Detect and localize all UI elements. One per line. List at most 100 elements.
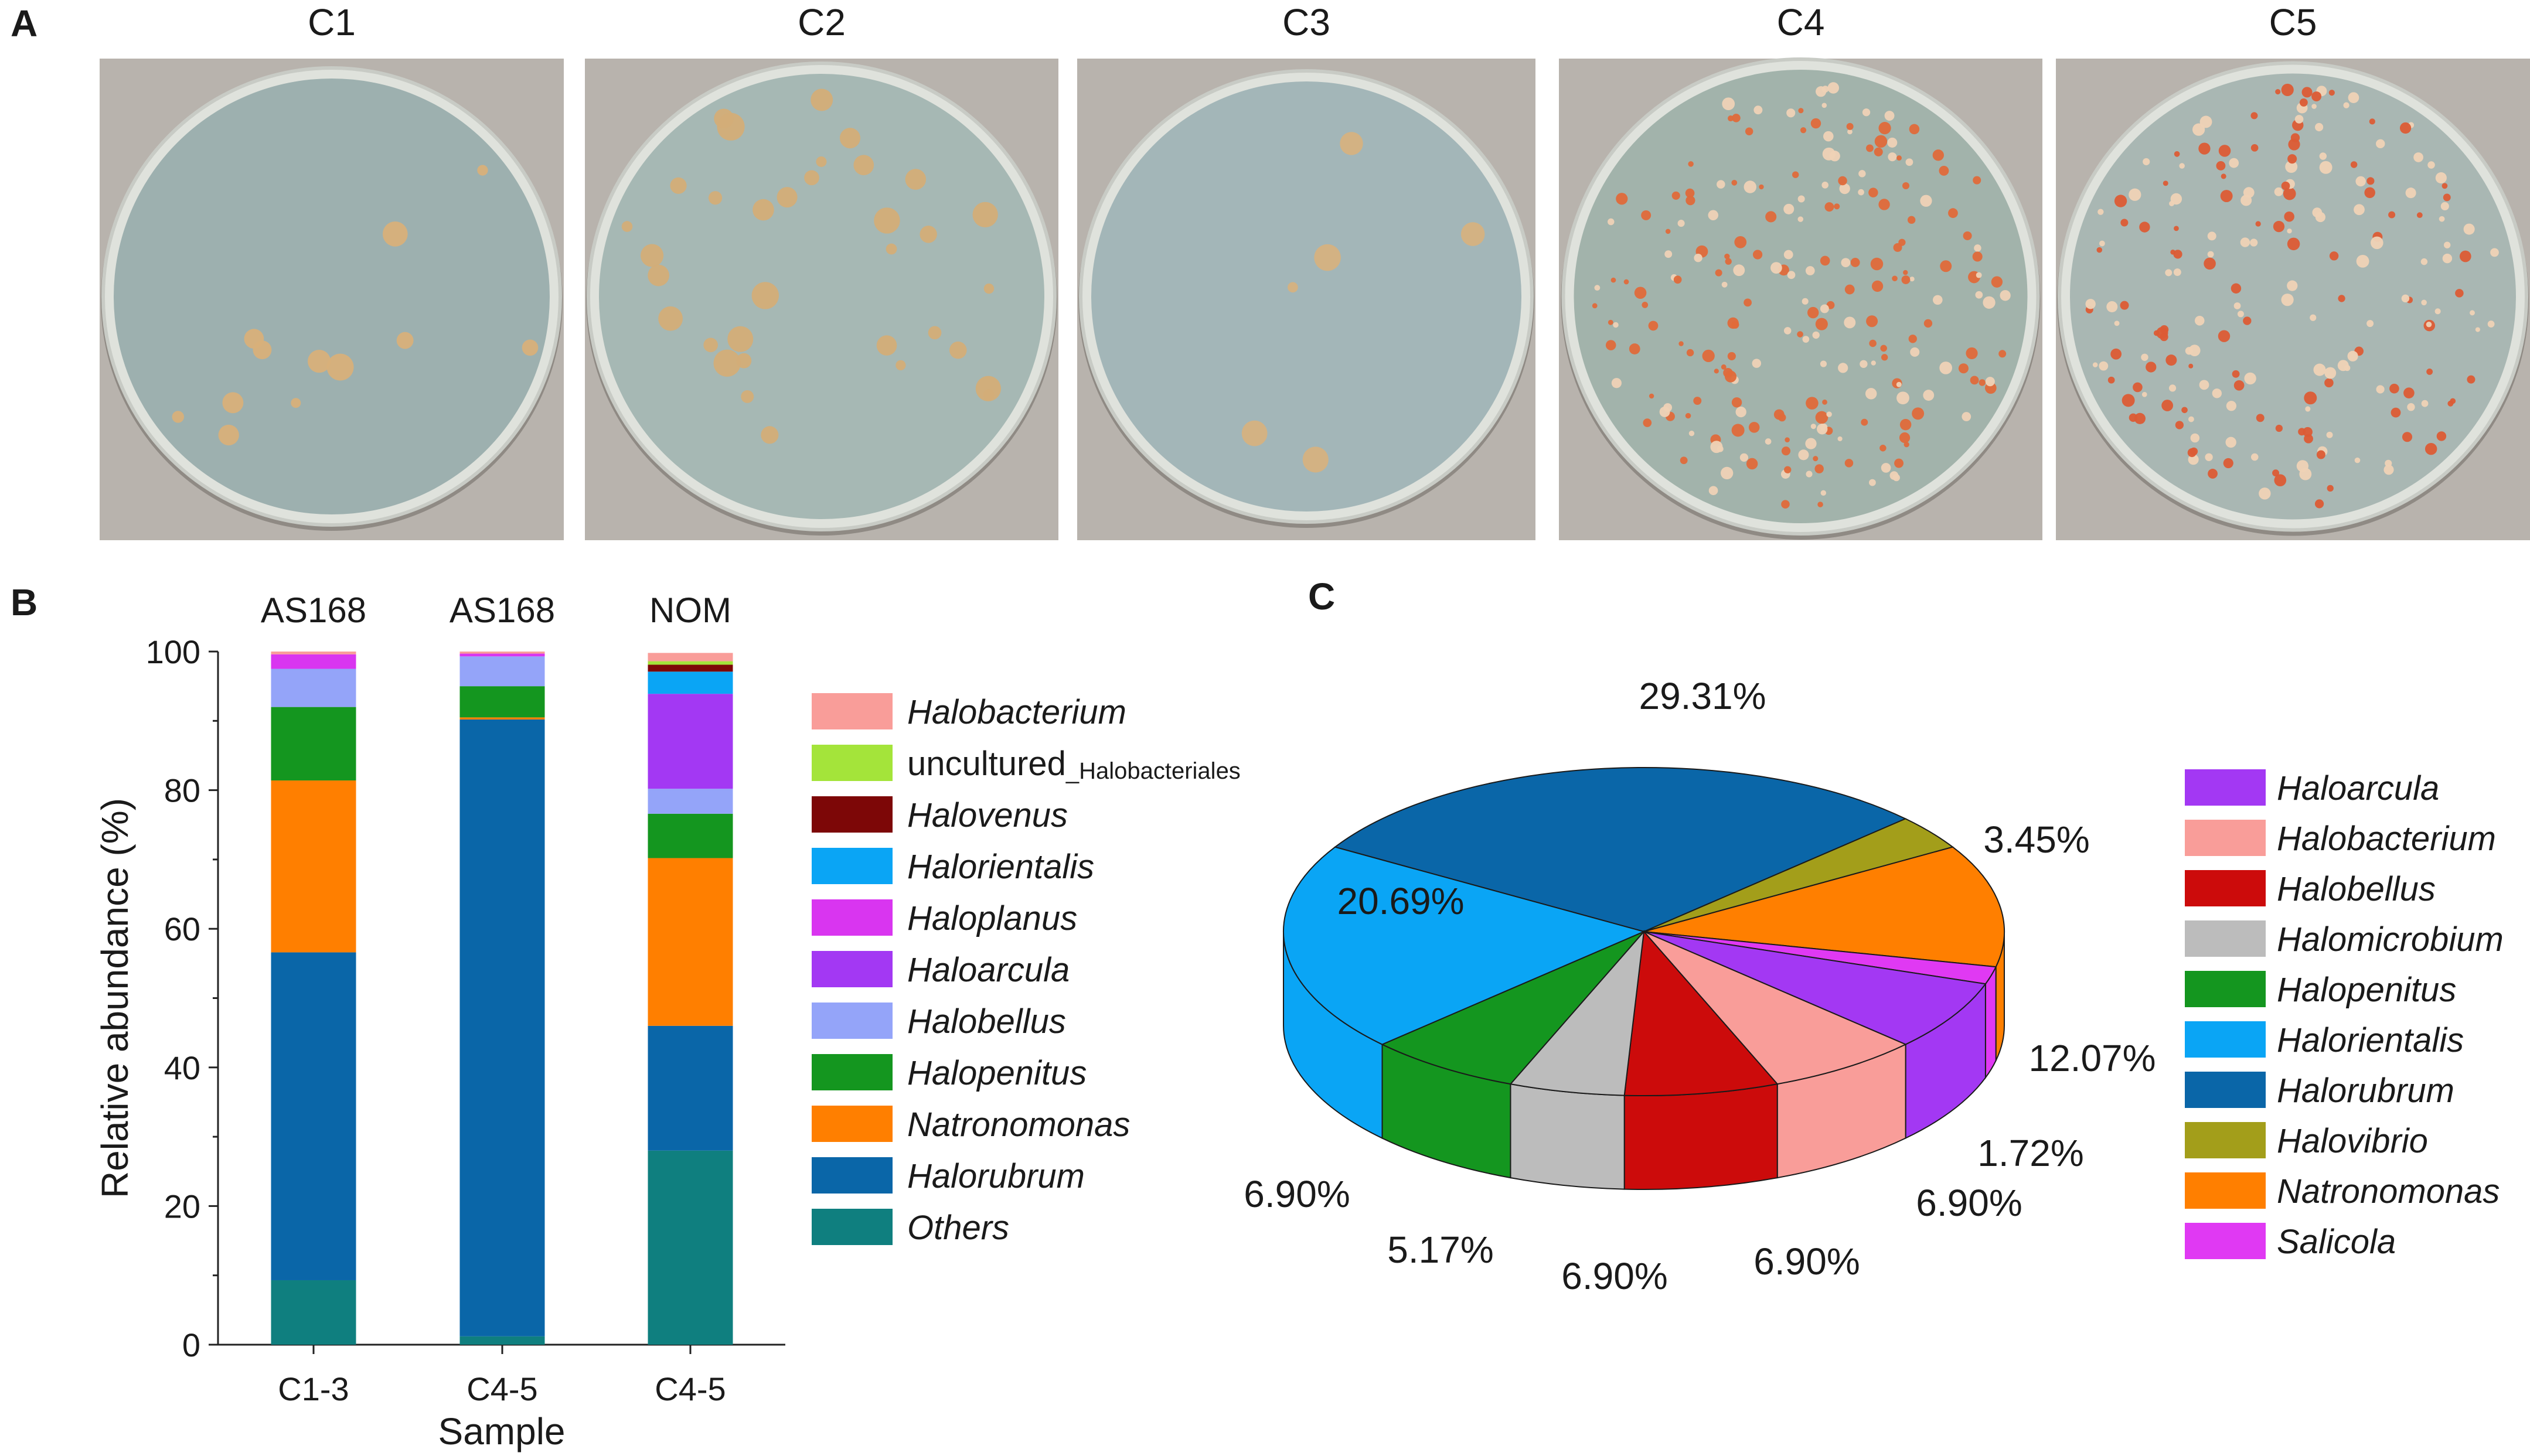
colony xyxy=(2420,258,2428,265)
colony xyxy=(1829,151,1840,162)
colony xyxy=(1460,222,1485,246)
dish-agar xyxy=(599,74,1044,519)
colony xyxy=(2141,391,2147,397)
colony xyxy=(1724,253,1730,260)
colony xyxy=(2229,158,2239,168)
x-tick-label: C1-3 xyxy=(278,1370,349,1407)
bar-segment-halopenitus xyxy=(648,813,733,858)
colony xyxy=(1812,331,1820,339)
colony xyxy=(1834,203,1840,210)
colony xyxy=(2436,431,2447,441)
colony xyxy=(2233,302,2241,309)
colony xyxy=(2369,118,2375,125)
colony xyxy=(1862,108,1871,117)
colony xyxy=(1912,407,1925,420)
dish-agar xyxy=(2070,73,2516,520)
colony xyxy=(1783,327,1792,335)
colony xyxy=(2139,221,2150,233)
colony xyxy=(2220,190,2233,202)
colony xyxy=(1721,466,1734,480)
plate-c3: C3 xyxy=(1077,1,1535,540)
pie-value-label: 6.90% xyxy=(1753,1240,1860,1283)
colony xyxy=(2315,122,2324,132)
colony xyxy=(1686,349,1694,357)
colony xyxy=(2221,173,2226,179)
colony xyxy=(1613,322,1619,328)
x-axis-title: Sample xyxy=(438,1410,566,1452)
colony xyxy=(2287,154,2297,164)
colony xyxy=(2212,388,2222,398)
colony xyxy=(1800,127,1807,134)
colony xyxy=(1874,135,1888,148)
colony xyxy=(2199,380,2209,390)
colony xyxy=(2426,321,2432,328)
group-label: AS168 xyxy=(261,591,366,630)
colony xyxy=(714,108,734,129)
colony xyxy=(1810,118,1821,129)
colony xyxy=(2099,361,2109,371)
legend-label: Salicola xyxy=(2277,1223,2396,1261)
panel-c-pie-chart: C 29.31% 3.45% 12.07% 1.72% 6.90% 6.90% 6.90% 5.… xyxy=(1244,575,2504,1297)
colony xyxy=(2122,394,2135,407)
colony xyxy=(2198,142,2211,155)
colony xyxy=(1979,379,1986,386)
colony xyxy=(2319,161,2332,174)
colony xyxy=(1694,254,1702,262)
colony xyxy=(1817,424,1828,435)
colony xyxy=(1314,244,1341,271)
colony xyxy=(2313,363,2326,376)
colony xyxy=(2204,257,2216,270)
legend-item-halorubrum: Halorubrum xyxy=(812,1157,1085,1195)
colony xyxy=(1991,276,2003,288)
colony xyxy=(920,226,937,243)
colony xyxy=(751,282,779,309)
colony xyxy=(2354,457,2361,463)
colony xyxy=(1866,144,1874,152)
colony xyxy=(928,326,942,340)
colony xyxy=(1861,418,1868,426)
pie-value-label: 3.45% xyxy=(1983,819,2089,861)
legend-swatch xyxy=(812,951,893,987)
colony xyxy=(1871,280,1884,292)
colony xyxy=(2324,367,2337,379)
colony xyxy=(2354,204,2365,216)
colony xyxy=(1901,275,1911,284)
legend-label-main: uncultured xyxy=(907,745,1066,783)
plate-c1: C1 xyxy=(100,1,564,540)
legend-item-halopenitus: Halopenitus xyxy=(812,1054,1087,1092)
y-tick-label: 20 xyxy=(164,1188,200,1225)
colony xyxy=(1643,418,1652,427)
colony xyxy=(648,264,669,287)
colony xyxy=(2294,115,2304,124)
y-tick-label: 100 xyxy=(146,633,200,670)
colony xyxy=(1735,406,1746,418)
colony xyxy=(2442,183,2448,189)
colony xyxy=(1744,180,1757,193)
colony xyxy=(1827,82,1840,94)
pie-value-label: 1.72% xyxy=(1977,1132,2083,1174)
colony xyxy=(1822,399,1827,405)
colony xyxy=(2376,139,2385,149)
colony xyxy=(1642,302,1649,308)
legend-label: Halopenitus xyxy=(907,1054,1087,1092)
legend-swatch xyxy=(812,899,893,936)
colony xyxy=(2316,450,2325,459)
colony xyxy=(1858,170,1866,178)
legend-label: Halobellus xyxy=(907,1003,1066,1041)
colony xyxy=(2243,316,2252,325)
legend-label: Halorubrum xyxy=(2277,1072,2454,1110)
bar-segment-halobacterium xyxy=(271,652,356,654)
plate-label: C2 xyxy=(798,1,846,43)
colony xyxy=(2170,250,2175,255)
pie-value-label: 20.69% xyxy=(1337,880,1464,922)
colony xyxy=(2165,354,2177,366)
colony xyxy=(1685,188,1695,198)
colony xyxy=(804,170,819,186)
plate-label: C4 xyxy=(1777,1,1825,43)
colony xyxy=(2310,314,2317,321)
colony xyxy=(2427,161,2435,169)
colony xyxy=(713,349,741,377)
pie-slice-halopenitus xyxy=(1381,931,1644,1085)
bar-segment-haloarcula xyxy=(648,694,733,789)
